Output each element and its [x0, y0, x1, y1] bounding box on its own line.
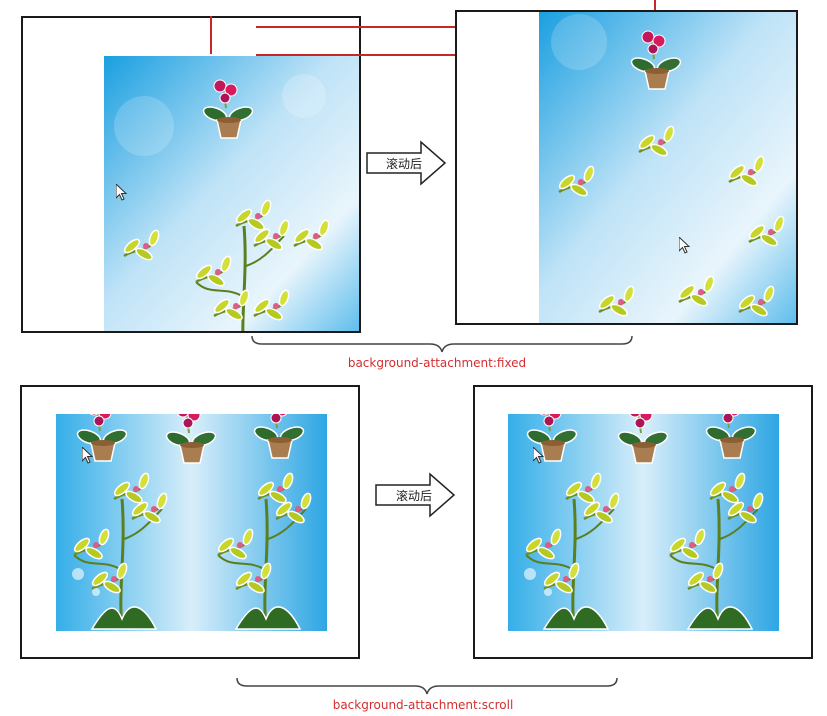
scroll-before-background — [56, 414, 327, 631]
curly-brace-icon — [236, 677, 618, 695]
mouse-cursor-icon — [82, 447, 93, 464]
orchid-background-image-scrolled — [539, 12, 796, 323]
guide-line-lower — [256, 54, 614, 56]
caption-fixed: background-attachment:fixed — [347, 356, 527, 370]
arrow-label-top: 滚动后 — [386, 157, 423, 171]
guide-line-upper — [256, 26, 614, 28]
fixed-before-frame — [21, 16, 361, 333]
mouse-cursor-icon — [679, 237, 690, 254]
caption-scroll: background-attachment:scroll — [332, 698, 514, 712]
fixed-before-background — [104, 56, 359, 331]
fixed-after-frame — [455, 10, 798, 325]
mouse-cursor-icon — [116, 184, 127, 201]
scroll-before-frame — [20, 385, 360, 659]
guide-line-vertical-2 — [654, 0, 656, 10]
right-arrow-icon — [366, 140, 447, 186]
curly-brace-icon — [251, 335, 633, 353]
fixed-after-background — [539, 12, 796, 323]
arrow-label-bottom: 滚动后 — [396, 489, 433, 503]
orchid-background-image — [104, 56, 359, 331]
orchid-background-image-scrolled — [508, 414, 779, 631]
scroll-after-background — [508, 414, 779, 631]
scroll-after-frame — [473, 385, 813, 659]
orchid-background-image — [56, 414, 327, 631]
guide-line-vertical — [210, 16, 212, 54]
mouse-cursor-icon — [533, 447, 544, 464]
right-arrow-icon — [375, 472, 456, 518]
